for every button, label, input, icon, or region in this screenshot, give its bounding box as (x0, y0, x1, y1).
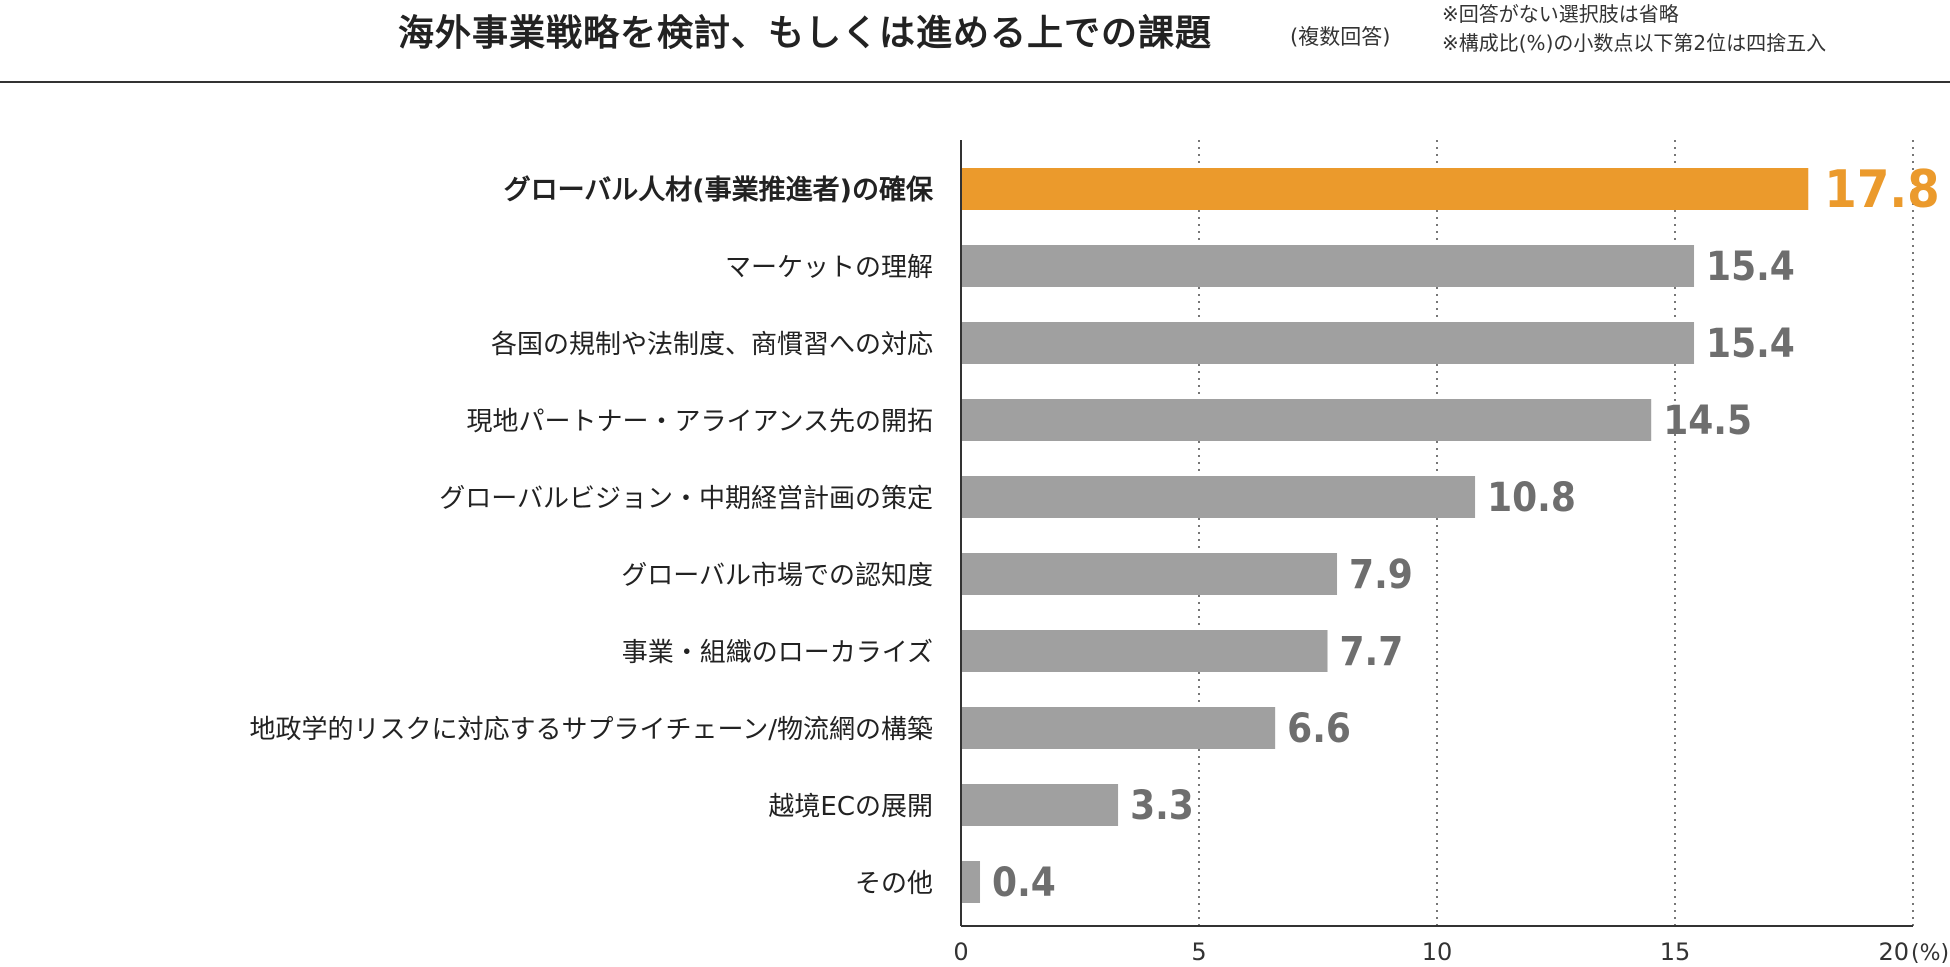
category-label-6: グローバル市場での認知度 (621, 561, 933, 591)
bar-3 (961, 322, 1695, 364)
bar-6 (961, 553, 1338, 595)
x-tick-label-0: 0 (953, 938, 968, 966)
x-tick-label-5: 5 (1191, 938, 1206, 966)
note-rounding: ※構成比(%)の小数点以下第2位は四捨五入 (1442, 31, 1827, 55)
x-tick-label-15: 15 (1660, 938, 1691, 966)
category-label-5: グローバルビジョン・中期経営計画の策定 (439, 484, 933, 514)
bar-7 (961, 630, 1328, 672)
header-divider (0, 81, 1950, 83)
category-label-4: 現地パートナー・アライアンス先の開拓 (467, 407, 933, 437)
value-label-3: 15.4 (1706, 321, 1795, 367)
value-label-1: 17.8 (1824, 160, 1939, 220)
value-label-7: 7.7 (1340, 629, 1404, 675)
value-label-9: 3.3 (1130, 783, 1194, 829)
chart-title: 海外事業戦略を検討、もしくは進める上での課題 (398, 13, 1213, 54)
bar-5 (961, 476, 1476, 518)
note-no-answer: ※回答がない選択肢は省略 (1442, 2, 1679, 26)
category-label-10: その他 (855, 869, 933, 899)
bar-8 (961, 707, 1276, 749)
category-label-2: マーケットの理解 (725, 253, 933, 283)
x-axis-unit: (%) (1911, 941, 1949, 966)
value-label-5: 10.8 (1487, 475, 1576, 521)
value-label-8: 6.6 (1287, 706, 1351, 752)
bar-2 (961, 245, 1695, 287)
category-label-8: 地政学的リスクに対応するサプライチェーン/物流網の構築 (250, 715, 933, 745)
x-tick-label-10: 10 (1422, 938, 1453, 966)
category-label-9: 越境ECの展開 (768, 792, 933, 822)
category-label-1: グローバル人材(事業推進者)の確保 (504, 174, 934, 206)
chart-subtitle: (複数回答) (1290, 25, 1391, 49)
value-label-10: 0.4 (992, 860, 1056, 906)
bar-9 (961, 784, 1119, 826)
bar-4 (961, 399, 1652, 441)
chart-notes: ※回答がない選択肢は省略 ※構成比(%)の小数点以下第2位は四捨五入 (1442, 0, 1826, 58)
x-tick-label-20: 20 (1878, 938, 1909, 966)
bar-10 (961, 861, 981, 903)
value-label-2: 15.4 (1706, 244, 1795, 290)
value-label-4: 14.5 (1663, 398, 1752, 444)
category-label-7: 事業・組織のローカライズ (622, 638, 933, 668)
bar-1 (961, 168, 1809, 210)
category-label-3: 各国の規制や法制度、商慣習への対応 (491, 330, 933, 360)
value-label-6: 7.9 (1349, 552, 1413, 598)
